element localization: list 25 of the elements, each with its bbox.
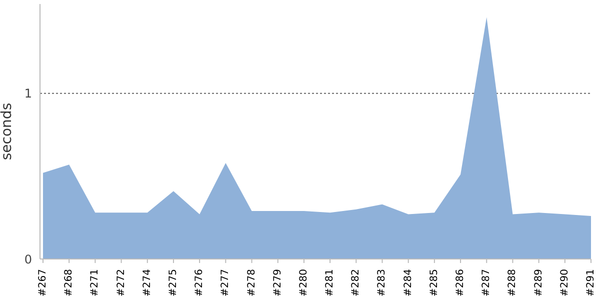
x-tick-label: #276	[194, 269, 206, 296]
x-tick-label: #274	[142, 269, 153, 296]
x-tick-label: #285	[428, 269, 440, 296]
x-tick-label: #275	[168, 269, 179, 296]
x-tick-label: #282	[350, 269, 362, 296]
x-tick-label: #288	[507, 269, 518, 296]
x-tick-label: #284	[402, 269, 414, 296]
x-tick-label: #272	[116, 269, 127, 296]
y-axis-title: seconds	[0, 102, 15, 160]
y-tick-label: 1	[24, 86, 32, 101]
x-tick-label: #267	[38, 269, 48, 296]
x-tick-label: #290	[559, 269, 570, 296]
x-tick-label: #277	[220, 269, 232, 296]
x-tick-label: #283	[376, 269, 388, 296]
x-tick-label: #278	[246, 269, 258, 296]
x-tick-label: #271	[90, 269, 101, 296]
x-tick-label: #289	[533, 269, 544, 296]
x-tick-label: #286	[455, 269, 466, 296]
x-tick-label: #287	[481, 269, 492, 296]
x-tick-label: #279	[272, 269, 284, 296]
x-tick-label: #291	[586, 269, 596, 296]
x-tick-label: #268	[64, 269, 75, 296]
x-tick-label: #280	[298, 269, 310, 296]
y-tick-label: 0	[24, 252, 32, 266]
x-tick-label: #281	[324, 269, 336, 296]
